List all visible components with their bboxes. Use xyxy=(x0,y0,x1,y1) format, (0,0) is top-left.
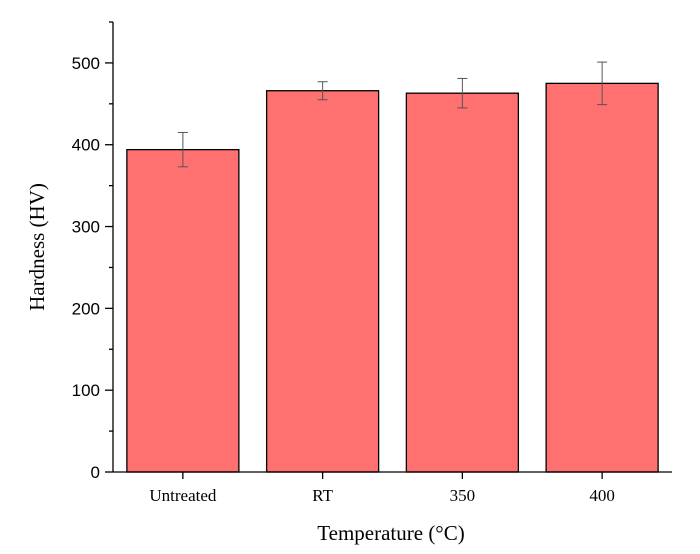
x-tick-labels-group: Untreated RT 350 400 xyxy=(149,486,615,505)
y-tick-label-0: 0 xyxy=(91,463,100,482)
x-tick-label-350: 350 xyxy=(450,486,476,505)
y-tick-label-200: 200 xyxy=(72,299,100,318)
x-tick-label-rt: RT xyxy=(312,486,333,505)
y-tick-label-100: 100 xyxy=(72,381,100,400)
bar-350 xyxy=(405,92,520,473)
axes-group xyxy=(112,22,672,479)
x-axis-title: Temperature (°C) xyxy=(317,521,464,545)
bar-untreated xyxy=(126,148,240,473)
y-ticks-group: 0 100 200 300 400 500 xyxy=(72,21,113,482)
bars-group xyxy=(126,82,659,473)
y-axis-title: Hardness (HV) xyxy=(25,183,49,311)
y-tick-label-500: 500 xyxy=(72,54,100,73)
x-tick-label-untreated: Untreated xyxy=(149,486,217,505)
y-tick-label-400: 400 xyxy=(72,136,100,155)
bar-400 xyxy=(545,82,659,473)
x-tick-label-400: 400 xyxy=(589,486,615,505)
error-bars-group xyxy=(177,61,608,168)
bar-rt xyxy=(265,90,380,473)
y-tick-label-300: 300 xyxy=(72,218,100,237)
